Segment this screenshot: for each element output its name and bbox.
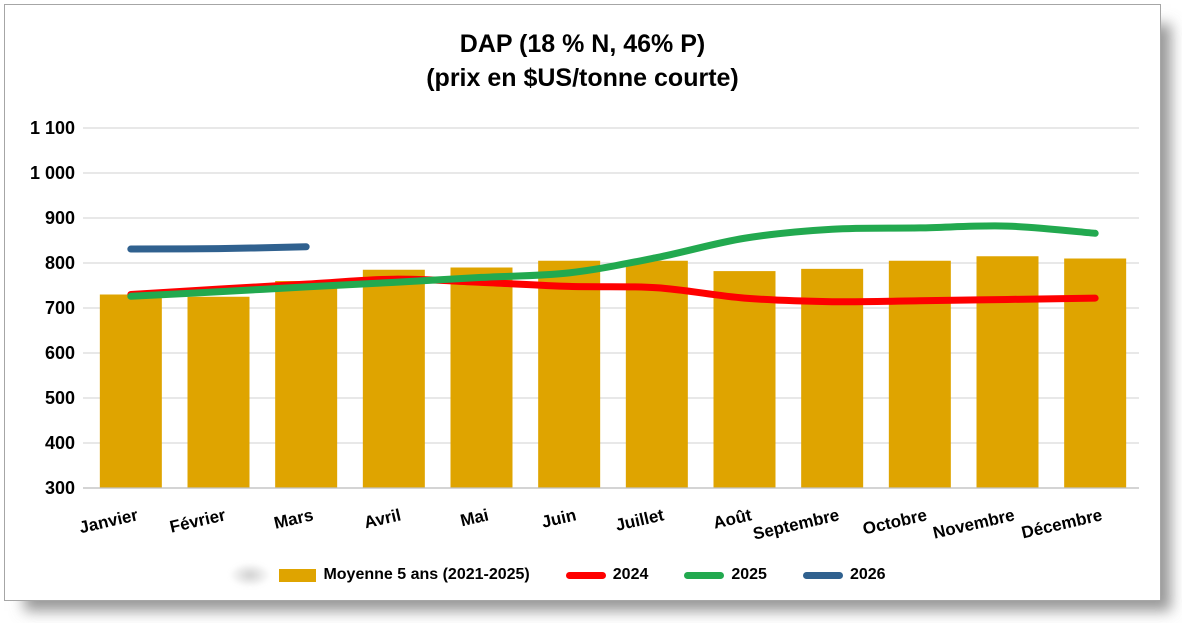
legend-line-swatch-3 [802,571,843,579]
legend-label-3: 2026 [849,566,886,583]
bar-septembre [801,268,864,488]
plot-area: 300 400 500 600 700 800 900 1 000 1 100 Janvier Fé… [30,118,1139,544]
chart-container: DAP (18 % N, 46% P) (prix en $US/tonne c… [4,4,1161,601]
x-axis-label-mai: Mai [459,505,491,530]
y-axis-label-800: 800 [45,253,75,273]
y-axis-label-900: 900 [45,208,75,228]
x-axis-label-novembre: Novembre [931,505,1016,542]
bar-août [713,271,776,488]
bar-octobre [888,260,951,488]
bar-janvier [99,294,162,488]
legend-label-1: 2024 [612,566,649,583]
bar-novembre [976,256,1039,488]
y-axis-label-400: 400 [45,433,75,453]
legend-line-swatch-2 [684,571,725,579]
y-axis-label-1100: 1 100 [30,118,75,138]
gray-smudge-artifact [229,563,271,587]
x-axis-label-juin: Juin [540,505,578,531]
x-axis-label-mars: Mars [272,505,315,532]
legend: Moyenne 5 ans (2021-2025) 2024 2025 2026 [5,557,1160,593]
legend-item-1: 2024 [565,566,649,584]
y-axis-label-1000: 1 000 [30,163,75,183]
y-axis-label-700: 700 [45,298,75,318]
bar-mai [450,267,513,488]
line-series-2025 [127,222,1099,300]
legend-label-0: Moyenne 5 ans (2021-2025) [323,566,530,583]
x-axis-label-août: Août [711,505,753,532]
legend-line-swatch-1 [565,571,606,579]
bar-mars [275,281,338,488]
x-axis-label-février: Février [168,505,228,536]
bar-décembre [1064,258,1127,488]
x-axis-label-avril: Avril [362,505,402,532]
bar-juillet [625,260,688,488]
x-axis-label-septembre: Septembre [751,505,841,543]
chart-title-line1: DAP (18 % N, 46% P) [459,30,706,58]
legend-label-2: 2025 [731,566,767,583]
bar-juin [538,260,601,488]
x-axis-label-juillet: Juillet [614,505,666,535]
line-series-2026 [127,243,310,253]
x-axis-label-octobre: Octobre [861,505,929,538]
y-axis-label-600: 600 [45,343,75,363]
legend-bar-swatch-0 [279,568,317,582]
bar-février [187,296,250,488]
legend-item-2: 2025 [684,566,767,584]
legend-item-0: Moyenne 5 ans (2021-2025) [279,566,530,584]
legend-item-3: 2026 [802,566,886,584]
x-axis-label-janvier: Janvier [77,505,140,537]
y-axis-label-300: 300 [45,478,75,498]
chart-title-line2: (prix en $US/tonne courte) [426,64,739,92]
chart-title: DAP (18 % N, 46% P) (prix en $US/tonne c… [5,27,1160,95]
y-axis-label-500: 500 [45,388,75,408]
bar-avril [362,269,425,488]
x-axis-label-décembre: Décembre [1020,505,1104,542]
